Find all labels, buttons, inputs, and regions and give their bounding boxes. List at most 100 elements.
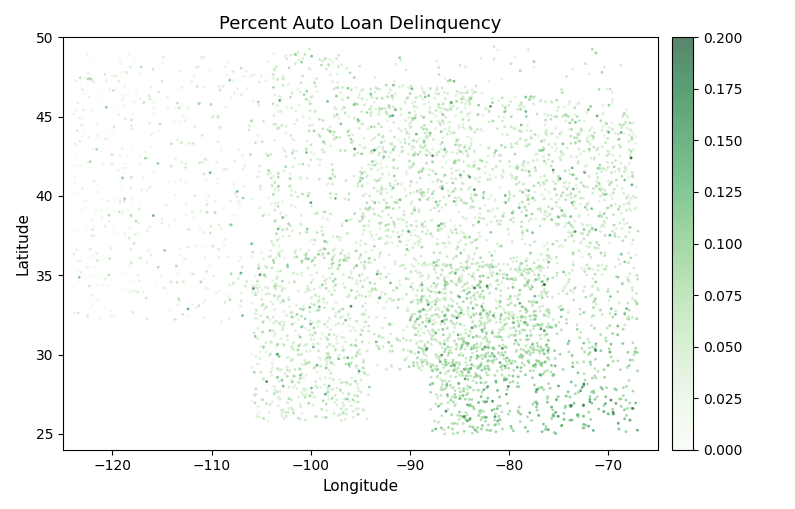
Point	[175, 137, 188, 146]
Point	[445, 169, 458, 177]
Point	[250, 385, 262, 393]
Point	[247, 239, 260, 247]
Point	[299, 393, 312, 401]
Point	[538, 136, 551, 144]
Point	[521, 254, 533, 263]
Point	[386, 147, 399, 155]
Point	[260, 378, 273, 386]
Point	[279, 129, 292, 137]
Point	[305, 271, 318, 279]
Point	[76, 121, 88, 129]
Point	[598, 217, 611, 225]
Point	[469, 174, 482, 182]
Point	[356, 212, 369, 220]
Point	[471, 364, 483, 372]
Point	[438, 89, 451, 97]
Point	[448, 158, 460, 166]
Point	[363, 327, 375, 335]
Point	[297, 302, 310, 310]
Point	[246, 299, 258, 307]
Point	[533, 222, 546, 230]
Point	[481, 284, 494, 292]
Point	[510, 266, 522, 274]
Point	[617, 391, 630, 400]
Point	[432, 355, 445, 363]
Point	[429, 124, 442, 132]
Point	[361, 347, 374, 355]
Point	[333, 257, 346, 265]
Point	[435, 425, 448, 433]
Point	[586, 45, 599, 53]
Point	[272, 107, 285, 116]
Point	[599, 186, 611, 194]
Point	[518, 162, 530, 171]
Point	[188, 191, 201, 200]
Point	[560, 219, 573, 228]
Point	[371, 268, 384, 276]
Point	[575, 229, 588, 237]
Point	[483, 194, 495, 203]
Point	[432, 326, 445, 334]
Point	[337, 402, 350, 410]
Point	[91, 271, 103, 279]
Point	[434, 369, 447, 377]
Point	[386, 111, 399, 120]
Point	[273, 352, 285, 360]
Point	[538, 137, 551, 145]
Point	[631, 349, 644, 357]
Point	[533, 384, 545, 392]
Point	[597, 101, 610, 109]
Point	[453, 194, 466, 202]
Point	[342, 94, 355, 102]
Point	[591, 238, 603, 246]
Point	[581, 206, 594, 214]
Point	[572, 411, 584, 419]
Point	[513, 264, 525, 272]
Point	[488, 405, 501, 413]
Point	[356, 169, 369, 177]
Point	[435, 383, 448, 391]
Point	[458, 266, 471, 274]
Point	[337, 319, 350, 327]
Point	[453, 360, 466, 369]
Point	[509, 92, 522, 100]
Point	[376, 185, 389, 193]
Point	[426, 145, 439, 153]
Point	[592, 179, 605, 187]
Point	[590, 342, 603, 350]
Point	[442, 306, 455, 314]
Point	[343, 389, 355, 397]
Point	[552, 392, 564, 401]
Point	[583, 229, 595, 237]
Point	[450, 166, 463, 175]
Point	[296, 370, 308, 378]
Point	[456, 335, 468, 343]
Point	[505, 422, 518, 430]
Point	[419, 341, 432, 349]
Point	[560, 316, 573, 324]
Point	[335, 89, 347, 97]
Point	[388, 172, 401, 180]
Point	[426, 158, 439, 166]
Point	[510, 175, 522, 183]
Point	[524, 327, 537, 335]
Point	[500, 376, 513, 384]
Point	[355, 237, 367, 245]
Point	[304, 347, 316, 355]
Point	[565, 199, 578, 207]
Point	[471, 354, 483, 362]
Point	[358, 368, 370, 376]
Point	[354, 253, 366, 262]
Point	[349, 341, 362, 349]
Point	[422, 272, 435, 280]
Point	[473, 156, 486, 164]
Point	[444, 346, 456, 354]
Point	[176, 100, 188, 108]
Point	[415, 123, 428, 131]
Point	[541, 347, 554, 355]
Point	[467, 89, 479, 97]
Title: Percent Auto Loan Delinquency: Percent Auto Loan Delinquency	[219, 15, 502, 33]
Point	[629, 204, 642, 212]
Point	[541, 277, 553, 285]
Point	[271, 350, 284, 358]
